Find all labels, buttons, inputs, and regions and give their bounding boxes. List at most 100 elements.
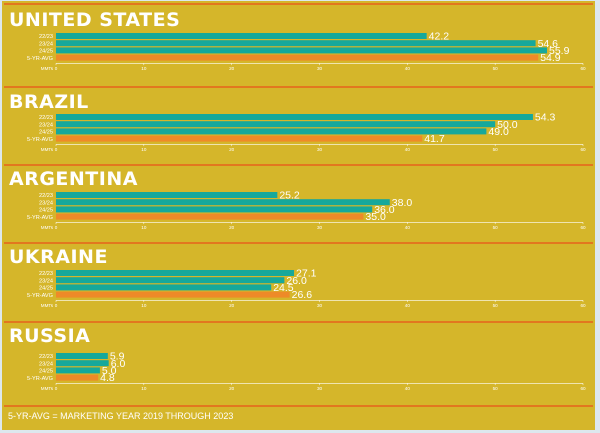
tick-label: 20 bbox=[229, 147, 235, 152]
bar bbox=[56, 213, 364, 220]
category-label: 22/23 bbox=[39, 271, 53, 277]
value-label: 35.0 bbox=[365, 211, 386, 223]
tick-label: 0 bbox=[55, 147, 58, 152]
value-label: 24.5 bbox=[273, 282, 294, 294]
category-label: 24/25 bbox=[39, 130, 53, 136]
tick-label: 10 bbox=[141, 66, 147, 71]
section-divider bbox=[4, 164, 593, 166]
tick-label: 0 bbox=[55, 66, 58, 71]
tick-label: 60 bbox=[580, 225, 586, 230]
tick-label: 10 bbox=[141, 147, 147, 152]
bar bbox=[56, 128, 487, 135]
tick-label: 40 bbox=[405, 225, 411, 230]
value-label: 5.9 bbox=[110, 351, 125, 363]
tick-label: 30 bbox=[317, 147, 323, 152]
tick-label: 50 bbox=[493, 303, 499, 308]
value-label: 25.2 bbox=[279, 190, 300, 202]
value-label: 54.9 bbox=[540, 52, 561, 64]
value-label: 54.6 bbox=[538, 38, 559, 50]
bar bbox=[56, 54, 539, 61]
tick-label: 50 bbox=[493, 147, 499, 152]
value-label: 54.3 bbox=[535, 112, 556, 124]
value-label: 50.0 bbox=[497, 119, 518, 131]
value-label: 38.0 bbox=[392, 197, 413, 209]
bar bbox=[56, 114, 533, 120]
value-label: 27.1 bbox=[296, 268, 317, 280]
tick-label: 40 bbox=[405, 66, 411, 71]
category-label: 22/23 bbox=[39, 193, 53, 199]
country-title-brazil: BRAZIL bbox=[9, 91, 89, 113]
bar bbox=[56, 353, 108, 359]
tick-label: 10 bbox=[141, 386, 147, 391]
bar bbox=[56, 199, 390, 206]
bar bbox=[56, 40, 536, 47]
bar bbox=[56, 270, 295, 276]
category-label: 23/24 bbox=[39, 41, 53, 47]
tick-label: 60 bbox=[580, 303, 586, 308]
tick-label: 30 bbox=[317, 225, 323, 230]
category-label: 5-YR-AVG bbox=[27, 293, 53, 299]
tick-label: 40 bbox=[405, 303, 411, 308]
x-axis-label: MMTs bbox=[41, 225, 54, 230]
tick-label: 10 bbox=[141, 303, 147, 308]
tick-label: 20 bbox=[229, 303, 235, 308]
category-label: 22/23 bbox=[39, 115, 53, 121]
category-label: 24/25 bbox=[39, 369, 53, 375]
value-label: 55.9 bbox=[549, 45, 570, 57]
bar bbox=[56, 367, 100, 374]
value-label: 26.6 bbox=[292, 289, 313, 301]
tick-label: 40 bbox=[405, 386, 411, 391]
category-label: 23/24 bbox=[39, 278, 53, 284]
category-label: 24/25 bbox=[39, 208, 53, 214]
footnote: 5-YR-AVG = MARKETING YEAR 2019 THROUGH 2… bbox=[8, 411, 234, 421]
category-label: 5-YR-AVG bbox=[27, 215, 53, 221]
category-label: 24/25 bbox=[39, 286, 53, 292]
tick-label: 20 bbox=[229, 225, 235, 230]
bar bbox=[56, 277, 285, 284]
tick-label: 30 bbox=[317, 386, 323, 391]
tick-label: 50 bbox=[493, 386, 499, 391]
tick-label: 50 bbox=[493, 66, 499, 71]
tick-label: 30 bbox=[317, 303, 323, 308]
section-divider bbox=[4, 242, 593, 244]
tick-label: 30 bbox=[317, 66, 323, 71]
x-axis-label: MMTs bbox=[41, 386, 54, 391]
category-label: 24/25 bbox=[39, 49, 53, 55]
tick-label: 20 bbox=[229, 66, 235, 71]
bar bbox=[56, 135, 423, 142]
category-label: 22/23 bbox=[39, 34, 53, 40]
country-title-united-states: UNITED STATES bbox=[9, 9, 181, 31]
category-label: 5-YR-AVG bbox=[27, 376, 53, 382]
tick-label: 0 bbox=[55, 225, 58, 230]
tick-label: 0 bbox=[55, 386, 58, 391]
bar bbox=[56, 374, 99, 381]
value-label: 4.8 bbox=[100, 372, 115, 384]
x-axis-label: MMTs bbox=[41, 147, 54, 152]
section-divider bbox=[4, 86, 593, 88]
tick-label: 0 bbox=[55, 303, 58, 308]
category-label: 23/24 bbox=[39, 361, 53, 367]
value-label: 42.2 bbox=[429, 31, 450, 43]
bar bbox=[56, 33, 427, 39]
value-label: 5.0 bbox=[102, 365, 117, 377]
country-title-ukraine: UKRAINE bbox=[9, 246, 108, 268]
value-label: 6.0 bbox=[111, 358, 126, 370]
category-label: 23/24 bbox=[39, 200, 53, 206]
bar bbox=[56, 360, 109, 367]
x-axis-label: MMTs bbox=[41, 66, 54, 71]
value-label: 49.0 bbox=[488, 126, 509, 138]
tick-label: 10 bbox=[141, 225, 147, 230]
bar bbox=[56, 291, 290, 298]
tick-label: 60 bbox=[580, 66, 586, 71]
value-label: 41.7 bbox=[424, 133, 445, 145]
value-label: 26.0 bbox=[286, 275, 307, 287]
bar bbox=[56, 192, 278, 198]
section-divider bbox=[4, 405, 593, 407]
category-label: 23/24 bbox=[39, 122, 53, 128]
bar bbox=[56, 121, 496, 128]
section-divider bbox=[4, 321, 593, 323]
bar bbox=[56, 206, 373, 213]
tick-label: 20 bbox=[229, 386, 235, 391]
category-label: 5-YR-AVG bbox=[27, 56, 53, 62]
